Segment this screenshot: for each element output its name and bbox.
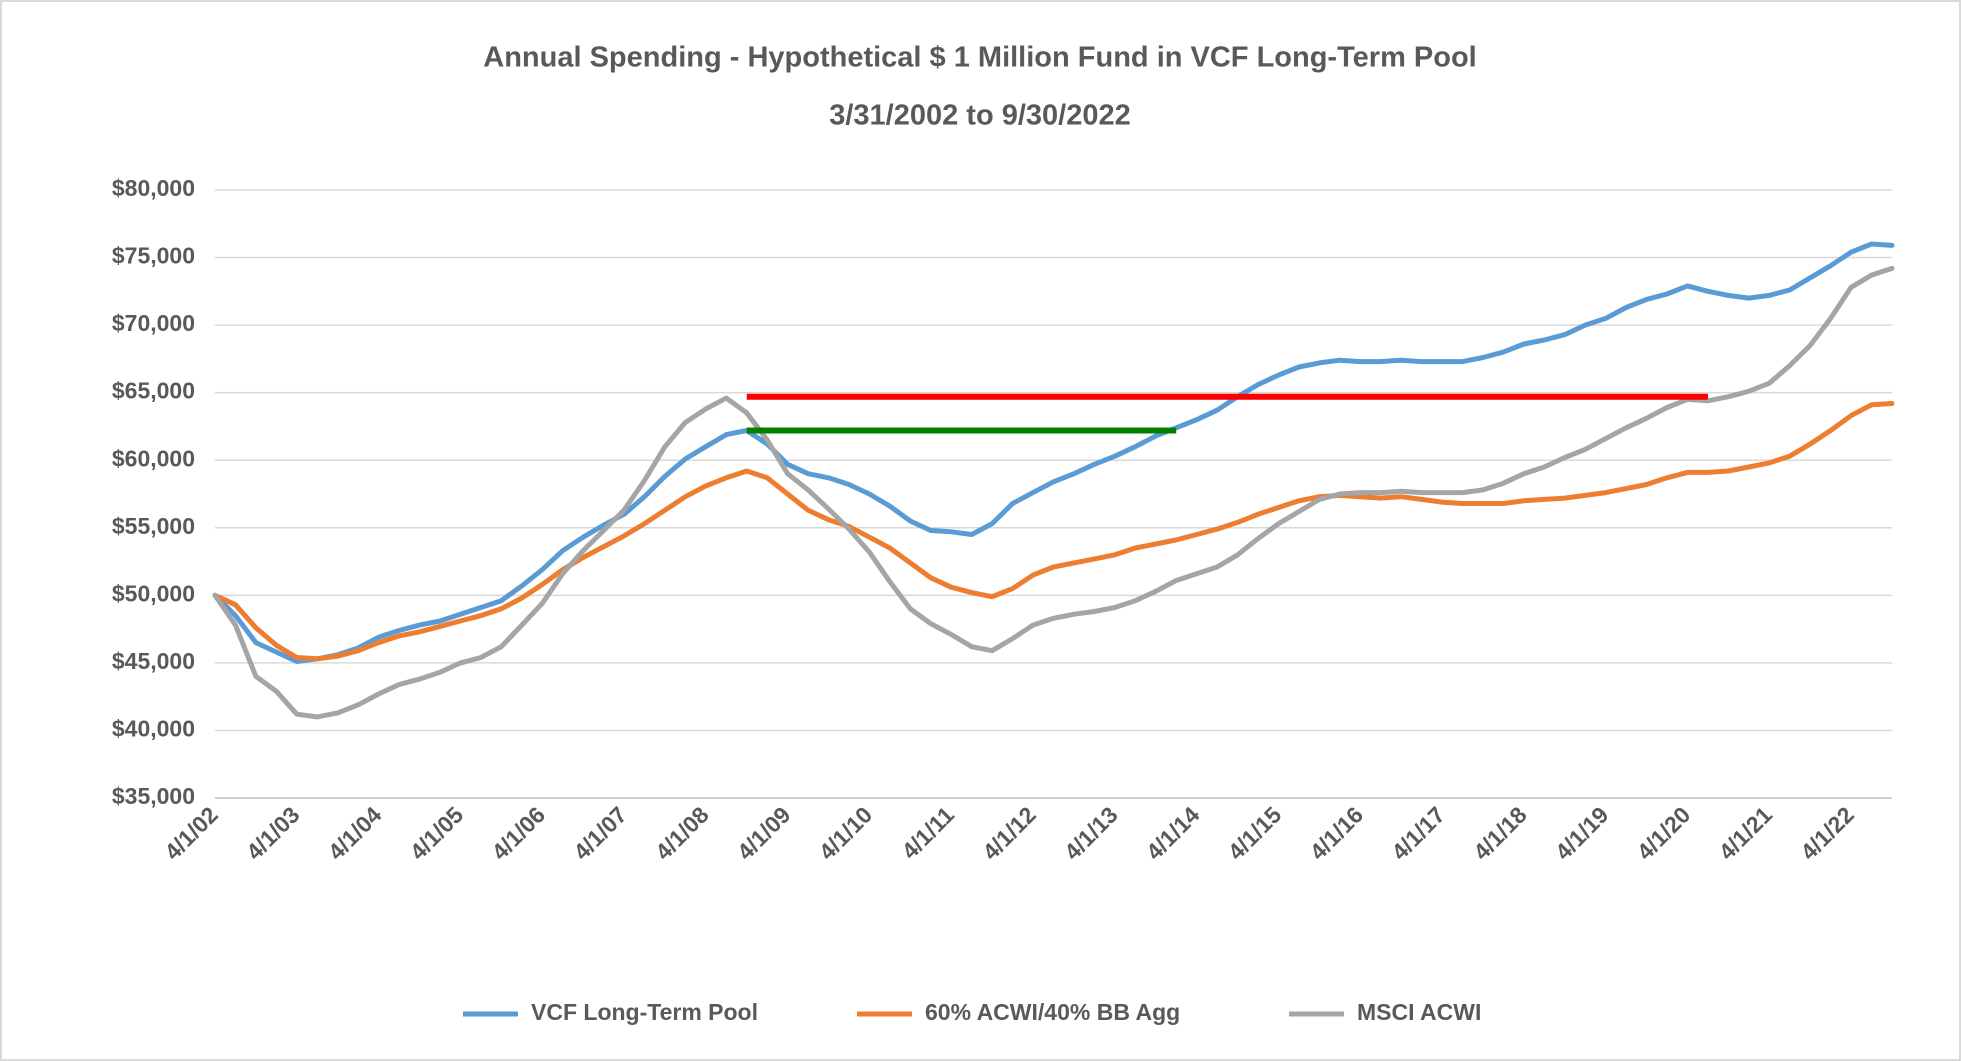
- series-line: [212, 265, 1895, 720]
- chart-title: Annual Spending - Hypothetical $ 1 Milli…: [483, 42, 1477, 74]
- legend-label: VCF Long-Term Pool: [531, 999, 758, 1025]
- y-tick-label: $75,000: [112, 243, 195, 269]
- y-tick-label: $35,000: [112, 783, 195, 809]
- series-line: [212, 241, 1895, 664]
- y-tick-label: $50,000: [112, 580, 195, 606]
- y-tick-label: $45,000: [112, 648, 195, 674]
- y-tick-label: $55,000: [112, 513, 195, 539]
- y-tick-label: $65,000: [112, 378, 195, 404]
- series-line: [212, 401, 1895, 662]
- y-tick-label: $60,000: [112, 445, 195, 471]
- legend-label: 60% ACWI/40% BB Agg: [925, 999, 1180, 1025]
- chart-subtitle: 3/31/2002 to 9/30/2022: [829, 100, 1131, 132]
- y-tick-label: $40,000: [112, 716, 195, 742]
- legend-label: MSCI ACWI: [1357, 999, 1481, 1025]
- y-tick-label: $80,000: [112, 175, 195, 201]
- y-tick-label: $70,000: [112, 310, 195, 336]
